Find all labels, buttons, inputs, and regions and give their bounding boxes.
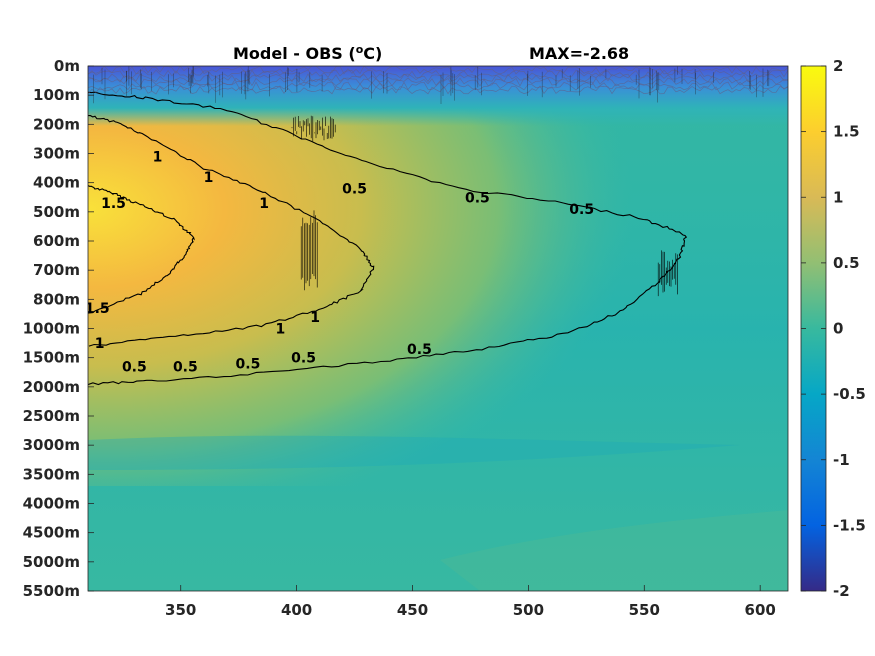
colorbar-tick-label: -1.5	[833, 516, 866, 534]
y-tick-label: 700m	[33, 261, 80, 279]
colorbar-tick-label: 1.5	[833, 123, 860, 141]
x-tick-label: 600	[745, 601, 776, 619]
y-tick-label: 100m	[33, 86, 80, 104]
y-tick-label: 5000m	[23, 553, 80, 571]
heatmap-bottom-warm	[440, 510, 788, 591]
colorbar-tick-label: -1	[833, 451, 850, 469]
x-axis: 350 400 450 500 550 600	[165, 585, 776, 619]
y-tick-label: 800m	[33, 290, 80, 308]
contour-label: 0.5	[122, 359, 147, 375]
surface-contour-line	[88, 69, 788, 79]
contour-label: 0.5	[569, 202, 594, 218]
y-tick-label: 1000m	[23, 320, 80, 338]
y-tick-label: 1500m	[23, 349, 80, 367]
contour-layer: 1.5 1.5 1 1 1 1 1 1 0.5 0.5 0.5 0.5 0.5 0.5 0.5 0.5	[85, 91, 688, 386]
contour-label: 1	[310, 310, 320, 326]
surface-contour-noise	[88, 66, 788, 104]
y-tick-label: 4000m	[23, 495, 80, 513]
y-axis: 0m 100m 200m 300m 400m 500m 600m 700m 800m 1000m 1…	[23, 57, 94, 600]
y-tick-label: 3000m	[23, 436, 80, 454]
contour-label: 0.5	[342, 182, 367, 198]
contour-label: 0.5	[465, 190, 490, 206]
y-tick-label: 3500m	[23, 465, 80, 483]
chart-title: Model - OBS (oC)	[233, 43, 382, 63]
y-tick-label: 600m	[33, 232, 80, 250]
contour-label: 1.5	[85, 301, 110, 317]
contour-line	[88, 91, 688, 386]
surface-contour-line	[88, 81, 788, 91]
y-tick-label: 4500m	[23, 524, 80, 542]
contour-label: 0.5	[173, 359, 198, 375]
contour-label: 0.5	[407, 342, 432, 358]
colorbar-tick-label: 0	[833, 320, 843, 338]
contour-label: 1.5	[101, 196, 126, 212]
contour-label: 1	[204, 170, 214, 186]
colorbar-tick-label: 0.5	[833, 254, 860, 272]
contour-line	[88, 115, 375, 347]
colorbar-tick-label: 2	[833, 57, 843, 75]
y-tick-label: 300m	[33, 145, 80, 163]
y-tick-label: 0m	[54, 57, 80, 75]
contour-label: 1	[153, 149, 163, 165]
contour-label: 1	[276, 322, 286, 338]
y-tick-label: 200m	[33, 115, 80, 133]
x-tick-label: 550	[629, 601, 660, 619]
colorbar-tick-label: -2	[833, 582, 850, 600]
y-tick-label: 500m	[33, 203, 80, 221]
contour-label: 0.5	[236, 357, 261, 373]
colorbar-tick-label: -0.5	[833, 385, 866, 403]
y-tick-label: 2500m	[23, 407, 80, 425]
y-tick-label: 5500m	[23, 582, 80, 600]
contour-label: 1	[259, 196, 269, 212]
y-tick-label: 2000m	[23, 378, 80, 396]
heatmap-deep-cool-lens	[88, 435, 740, 470]
surface-contour-line	[88, 85, 788, 95]
surface-contour-line	[88, 73, 788, 83]
x-tick-label: 500	[513, 601, 544, 619]
x-tick-label: 450	[397, 601, 428, 619]
contour-label: 1	[95, 336, 105, 352]
heatmap-field: 1.5 1.5 1 1 1 1 1 1 0.5 0.5 0.5 0.5 0.5 0.5 0.5 0.5	[85, 66, 788, 591]
contour-label: 0.5	[291, 351, 316, 367]
chart-max-label: MAX=-2.68	[529, 44, 629, 63]
heatmap-warm-core	[88, 66, 788, 486]
surface-contour-line	[88, 77, 788, 87]
colorbar-tick-label: 1	[833, 188, 843, 206]
surface-contour-line	[88, 66, 788, 75]
x-tick-label: 400	[281, 601, 312, 619]
y-tick-label: 400m	[33, 174, 80, 192]
x-tick-label: 350	[165, 601, 196, 619]
colorbar-ticks: 2 1.5 1 0.5 0 -0.5 -1 -1.5 -2	[801, 57, 866, 600]
contour-line	[88, 185, 195, 314]
